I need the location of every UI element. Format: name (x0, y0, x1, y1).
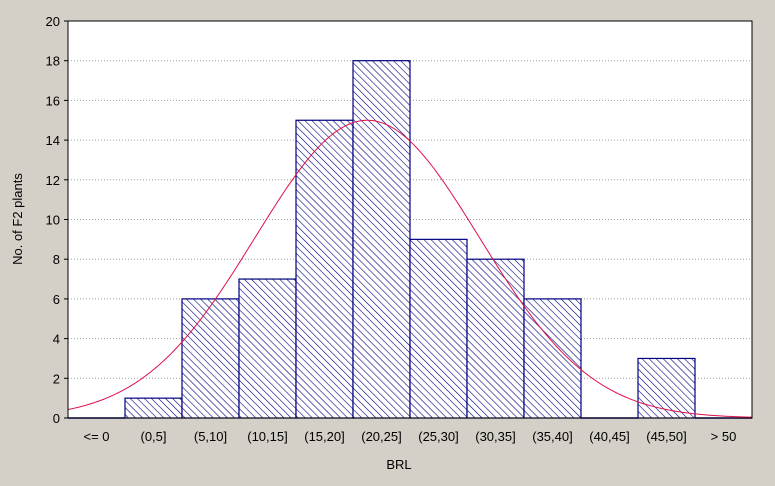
y-tick-label: 0 (53, 411, 60, 426)
y-tick-label: 8 (53, 252, 60, 267)
x-tick-label: (15,20] (304, 429, 344, 444)
x-tick-label: (35,40] (532, 429, 572, 444)
x-tick-label: (25,30] (418, 429, 458, 444)
x-tick-label: (10,15] (247, 429, 287, 444)
x-axis-ticks: <= 0 (0,5] (5,10] (10,15] (15,20] (20,25] (25,… (83, 429, 736, 444)
x-tick-label: <= 0 (83, 429, 109, 444)
histogram-bar (295, 119, 354, 419)
histogram-bar (523, 298, 582, 419)
histogram-bar (181, 298, 240, 419)
y-tick-label: 6 (53, 292, 60, 307)
y-tick-label: 10 (46, 213, 60, 228)
normal-fit-line (68, 119, 752, 418)
y-tick-label: 4 (53, 332, 60, 347)
histogram-bar (637, 357, 696, 419)
y-tick-label: 12 (46, 173, 60, 188)
x-axis-label: BRL (386, 457, 411, 472)
y-axis-label: No. of F2 plants (10, 173, 25, 265)
histogram-bar (352, 60, 411, 419)
x-tick-label: (45,50] (646, 429, 686, 444)
y-tick-label: 18 (46, 54, 60, 69)
y-tick-label: 16 (46, 93, 60, 108)
y-axis-ticks: 0 2 4 6 8 10 12 14 16 18 20 (46, 14, 68, 426)
histogram-bar (409, 238, 468, 419)
x-tick-label: (0,5] (140, 429, 166, 444)
fitted-curve (68, 119, 752, 418)
x-tick-label: (20,25] (361, 429, 401, 444)
histogram-bar (466, 258, 525, 419)
x-tick-label: (40,45] (589, 429, 629, 444)
y-tick-label: 20 (46, 14, 60, 29)
histogram-bar (238, 278, 297, 419)
y-tick-label: 2 (53, 371, 60, 386)
x-tick-label: (5,10] (194, 429, 227, 444)
x-tick-label: (30,35] (475, 429, 515, 444)
bars (68, 60, 752, 419)
y-tick-label: 14 (46, 133, 60, 148)
histogram-bar (124, 397, 183, 419)
x-tick-label: > 50 (711, 429, 737, 444)
